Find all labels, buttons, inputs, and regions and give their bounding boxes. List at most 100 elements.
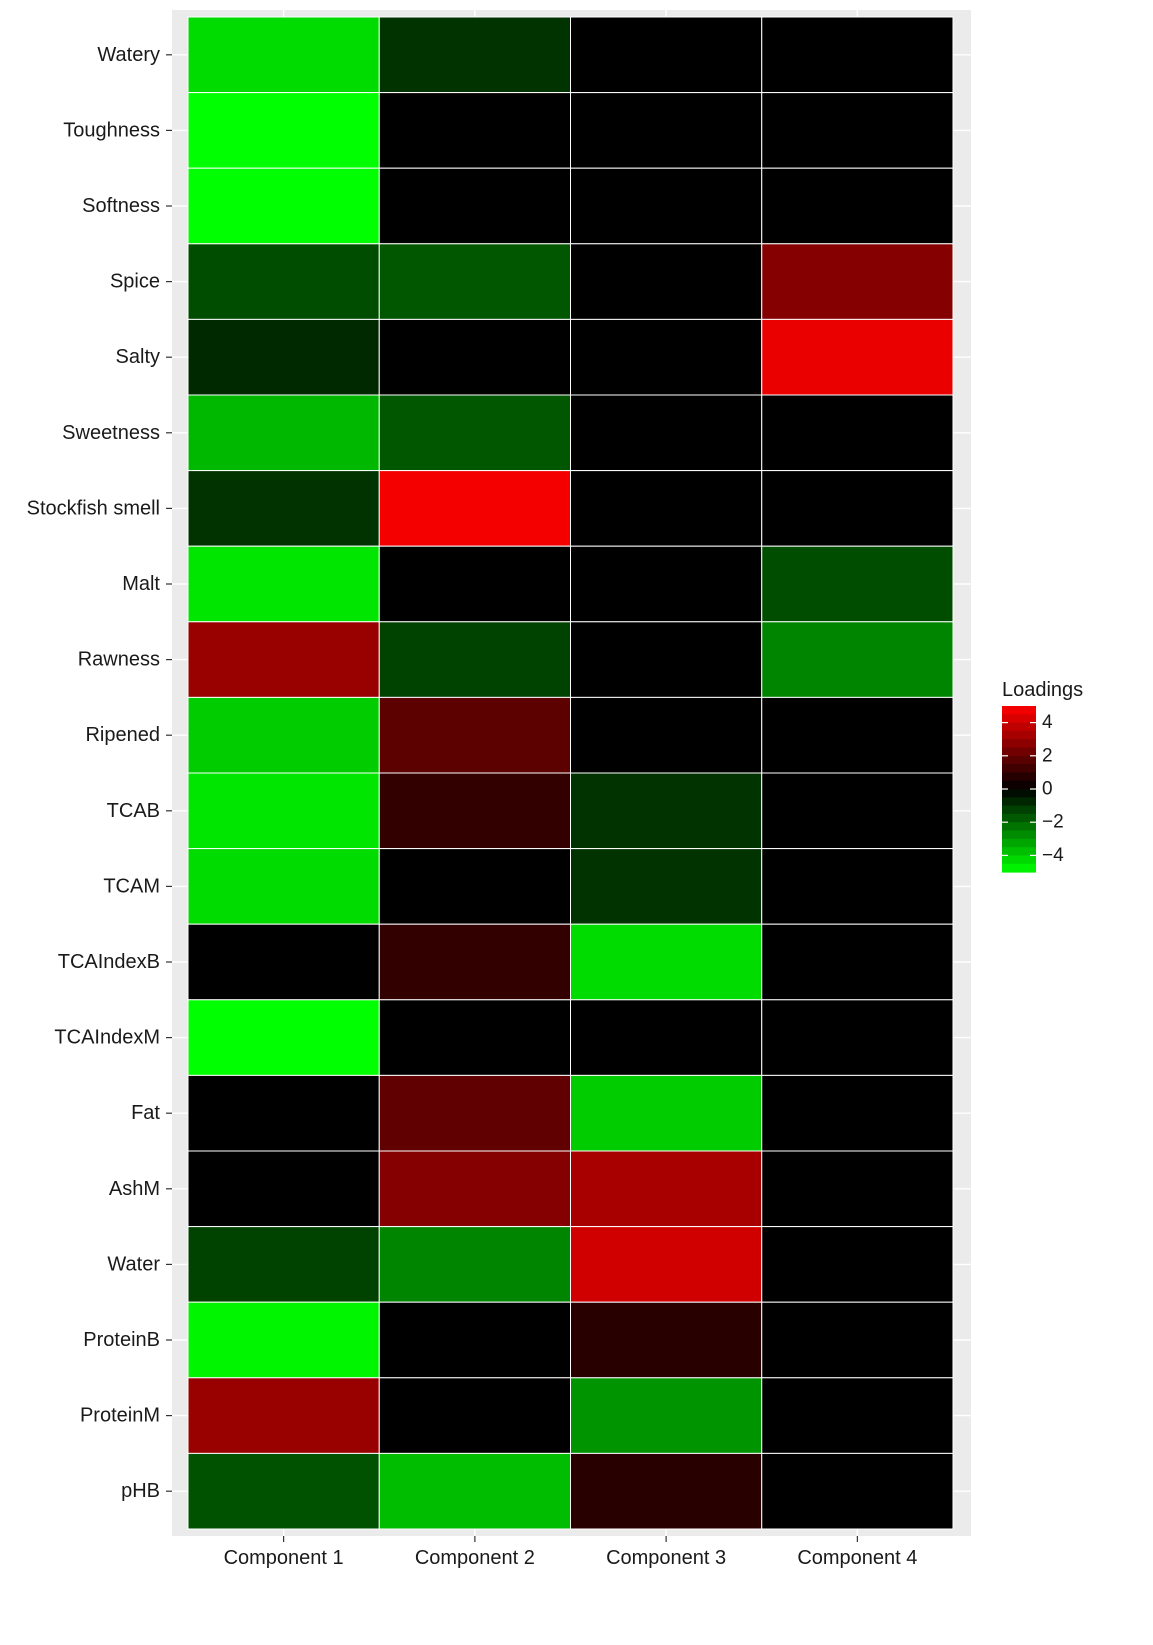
- heatmap-cell: [570, 318, 763, 396]
- heatmap-cell: [570, 621, 763, 698]
- heatmap-cell: [570, 16, 763, 94]
- y-tick-label: Ripened: [85, 724, 160, 746]
- y-tick-label: TCAIndexM: [54, 1027, 160, 1049]
- heatmap-cell: [378, 1301, 571, 1379]
- heatmap-cell: [570, 545, 763, 623]
- legend-title: Loadings: [1002, 679, 1083, 701]
- y-tick-label: Water: [107, 1253, 160, 1275]
- heatmap-cell: [761, 1150, 954, 1228]
- heatmap-cell: [570, 394, 763, 472]
- heatmap-cell: [187, 92, 380, 169]
- heatmap-cell: [187, 621, 380, 698]
- heatmap-cell: [187, 772, 380, 850]
- heatmap-cell: [570, 167, 763, 245]
- legend-color-step: [1002, 780, 1036, 790]
- heatmap-cell: [187, 545, 380, 623]
- heatmap-cell: [187, 318, 380, 396]
- heatmap-cell: [570, 923, 763, 1001]
- heatmap-cell: [378, 772, 571, 850]
- heatmap-cell: [761, 1226, 954, 1303]
- heatmap-cell: [187, 167, 380, 245]
- heatmap-cell: [378, 999, 571, 1076]
- legend-color-step: [1002, 706, 1036, 715]
- heatmap-cell: [378, 92, 571, 169]
- heatmap-cells: [187, 16, 954, 1530]
- heatmap-cell: [761, 167, 954, 245]
- heatmap-cell: [187, 394, 380, 472]
- legend-color-step: [1002, 838, 1036, 848]
- y-tick-label: Watery: [97, 44, 160, 66]
- x-tick-label: Component 3: [606, 1547, 726, 1569]
- heatmap-cell: [378, 696, 571, 774]
- heatmap-cell: [761, 1301, 954, 1379]
- heatmap-cell: [761, 394, 954, 472]
- heatmap-cell: [378, 470, 571, 547]
- legend-color-step: [1002, 813, 1036, 823]
- legend-color-step: [1002, 747, 1036, 757]
- heatmap-cell: [378, 1150, 571, 1228]
- legend-tick-label: 2: [1042, 745, 1053, 766]
- y-tick-label: ProteinM: [80, 1405, 160, 1427]
- legend-color-step: [1002, 722, 1036, 732]
- heatmap-cell: [570, 92, 763, 169]
- legend-color-step: [1002, 739, 1036, 749]
- heatmap-cell: [187, 999, 380, 1076]
- heatmap-cell: [570, 243, 763, 320]
- legend: Loadings 4 2 0 −2 −4: [1002, 679, 1083, 873]
- legend-color-step: [1002, 855, 1036, 865]
- heatmap-cell: [761, 1377, 954, 1454]
- legend-color-step: [1002, 789, 1036, 798]
- heatmap-cell: [761, 1074, 954, 1152]
- heatmap-cell: [761, 621, 954, 698]
- heatmap-cell: [761, 848, 954, 925]
- heatmap-cell: [378, 1452, 571, 1530]
- heatmap-cell: [187, 923, 380, 1001]
- y-tick-label: Spice: [110, 271, 160, 293]
- x-tick-label: Component 1: [224, 1547, 344, 1569]
- heatmap-cell: [570, 848, 763, 925]
- heatmap-cell: [378, 923, 571, 1001]
- heatmap-cell: [378, 545, 571, 623]
- legend-color-step: [1002, 797, 1036, 807]
- y-tick-label: Malt: [122, 573, 160, 595]
- y-tick-label: TCAB: [107, 800, 160, 822]
- heatmap-cell: [378, 1226, 571, 1303]
- heatmap-cell: [378, 1074, 571, 1152]
- heatmap-cell: [187, 1301, 380, 1379]
- heatmap-cell: [378, 167, 571, 245]
- heatmap-cell: [570, 1452, 763, 1530]
- heatmap-cell: [378, 848, 571, 925]
- heatmap-cell: [570, 696, 763, 774]
- heatmap-cell: [570, 1377, 763, 1454]
- heatmap-cell: [761, 1452, 954, 1530]
- legend-color-step: [1002, 714, 1036, 724]
- y-axis: Watery Toughness Softness Spice Salty Sweetne…: [27, 44, 172, 1502]
- legend-tick-label: −4: [1042, 845, 1064, 866]
- y-tick-label: TCAIndexB: [58, 951, 160, 973]
- x-axis: Component 1 Component 2 Component 3 Compone…: [224, 1536, 917, 1569]
- heatmap-cell: [761, 999, 954, 1076]
- heatmap-cell: [761, 772, 954, 850]
- heatmap-cell: [570, 772, 763, 850]
- legend-color-step: [1002, 847, 1036, 856]
- x-tick-label: Component 2: [415, 1547, 535, 1569]
- y-tick-label: ProteinB: [83, 1329, 160, 1351]
- heatmap-cell: [378, 394, 571, 472]
- legend-color-step: [1002, 764, 1036, 773]
- legend-color-step: [1002, 772, 1036, 782]
- legend-color-step: [1002, 755, 1036, 765]
- legend-tick-label: −2: [1042, 812, 1064, 833]
- heatmap-cell: [187, 1226, 380, 1303]
- heatmap-cell: [761, 318, 954, 396]
- y-tick-label: Salty: [116, 346, 160, 368]
- heatmap-cell: [761, 470, 954, 547]
- heatmap-cell: [378, 243, 571, 320]
- heatmap-cell: [761, 16, 954, 94]
- y-tick-label: AshM: [109, 1178, 160, 1200]
- heatmap-cell: [570, 1301, 763, 1379]
- legend-color-step: [1002, 863, 1036, 873]
- legend-color-step: [1002, 830, 1036, 840]
- heatmap-cell: [187, 1377, 380, 1454]
